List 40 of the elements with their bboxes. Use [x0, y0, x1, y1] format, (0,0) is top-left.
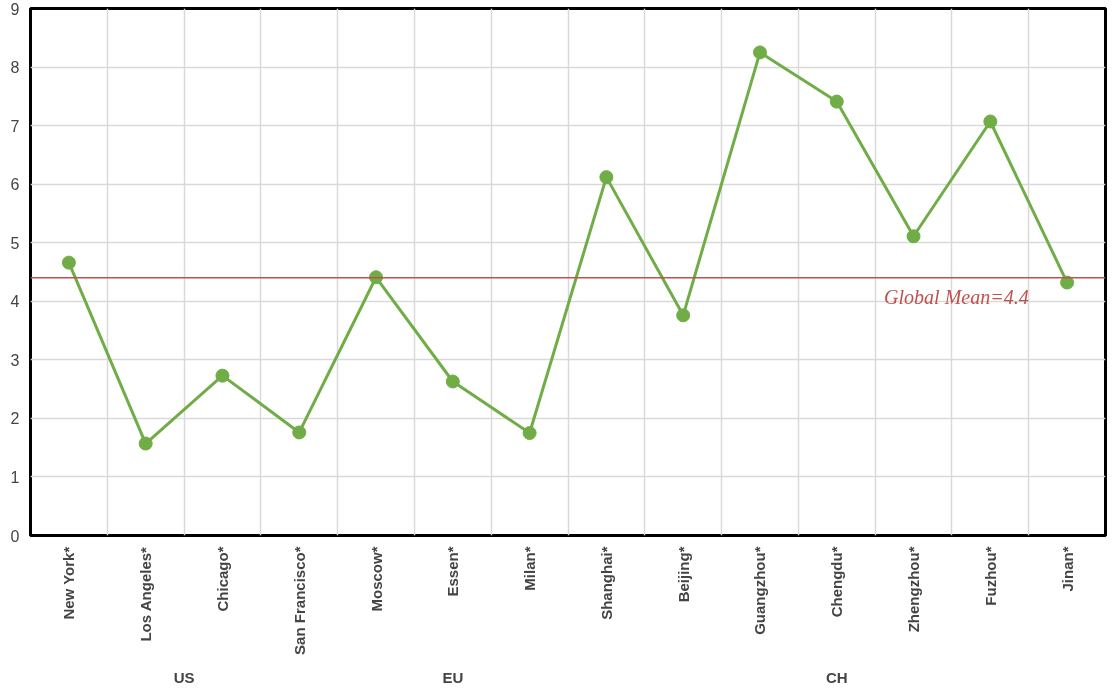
- point: [292, 425, 307, 440]
- y-tick-label: 7: [10, 117, 20, 135]
- point: [61, 255, 76, 270]
- y-tick-label: 1: [10, 468, 20, 486]
- y-tick-label: 3: [10, 351, 20, 369]
- x-tick-label: Essen*: [444, 546, 462, 597]
- x-tick-label: Milan*: [521, 546, 539, 591]
- x-tick-label: Fuzhou*: [981, 546, 999, 606]
- y-tick-label: 2: [10, 410, 20, 428]
- x-tick-label: Chengdu*: [828, 546, 846, 618]
- point: [215, 368, 230, 383]
- point: [599, 170, 614, 185]
- point: [829, 94, 844, 109]
- y-tick-label: 6: [10, 176, 20, 194]
- x-tick-label: Guangzhou*: [751, 546, 769, 635]
- y-tick-label: 5: [10, 234, 20, 252]
- text: US: [173, 668, 195, 686]
- x-tick-label: Zhengzhou*: [905, 546, 923, 633]
- point: [676, 308, 691, 323]
- x-tick-label: Los Angeles*: [137, 546, 155, 642]
- point: [138, 436, 153, 451]
- x-tick-label: Chicago*: [213, 546, 231, 612]
- ref-line-label: Global Mean=4.4: [884, 285, 1029, 308]
- y-tick-label: 8: [10, 59, 20, 77]
- x-tick-label: Beijing*: [674, 546, 692, 603]
- x-tick-label: New York*: [60, 546, 78, 620]
- point: [983, 114, 998, 129]
- point: [522, 426, 537, 441]
- point: [445, 374, 460, 389]
- text: EU: [442, 668, 464, 686]
- x-tick-label: Jinan*: [1058, 546, 1076, 592]
- x-tick-label: San Francisco*: [290, 546, 308, 655]
- x-tick-label: Moscow*: [367, 546, 385, 612]
- text: CH: [825, 668, 848, 686]
- y-tick-label: 4: [10, 293, 20, 311]
- point: [752, 45, 767, 60]
- point: [906, 229, 921, 244]
- y-tick-label: 0: [10, 527, 20, 545]
- x-tick-label: Shanghai*: [597, 546, 615, 620]
- y-tick-label: 9: [10, 0, 20, 18]
